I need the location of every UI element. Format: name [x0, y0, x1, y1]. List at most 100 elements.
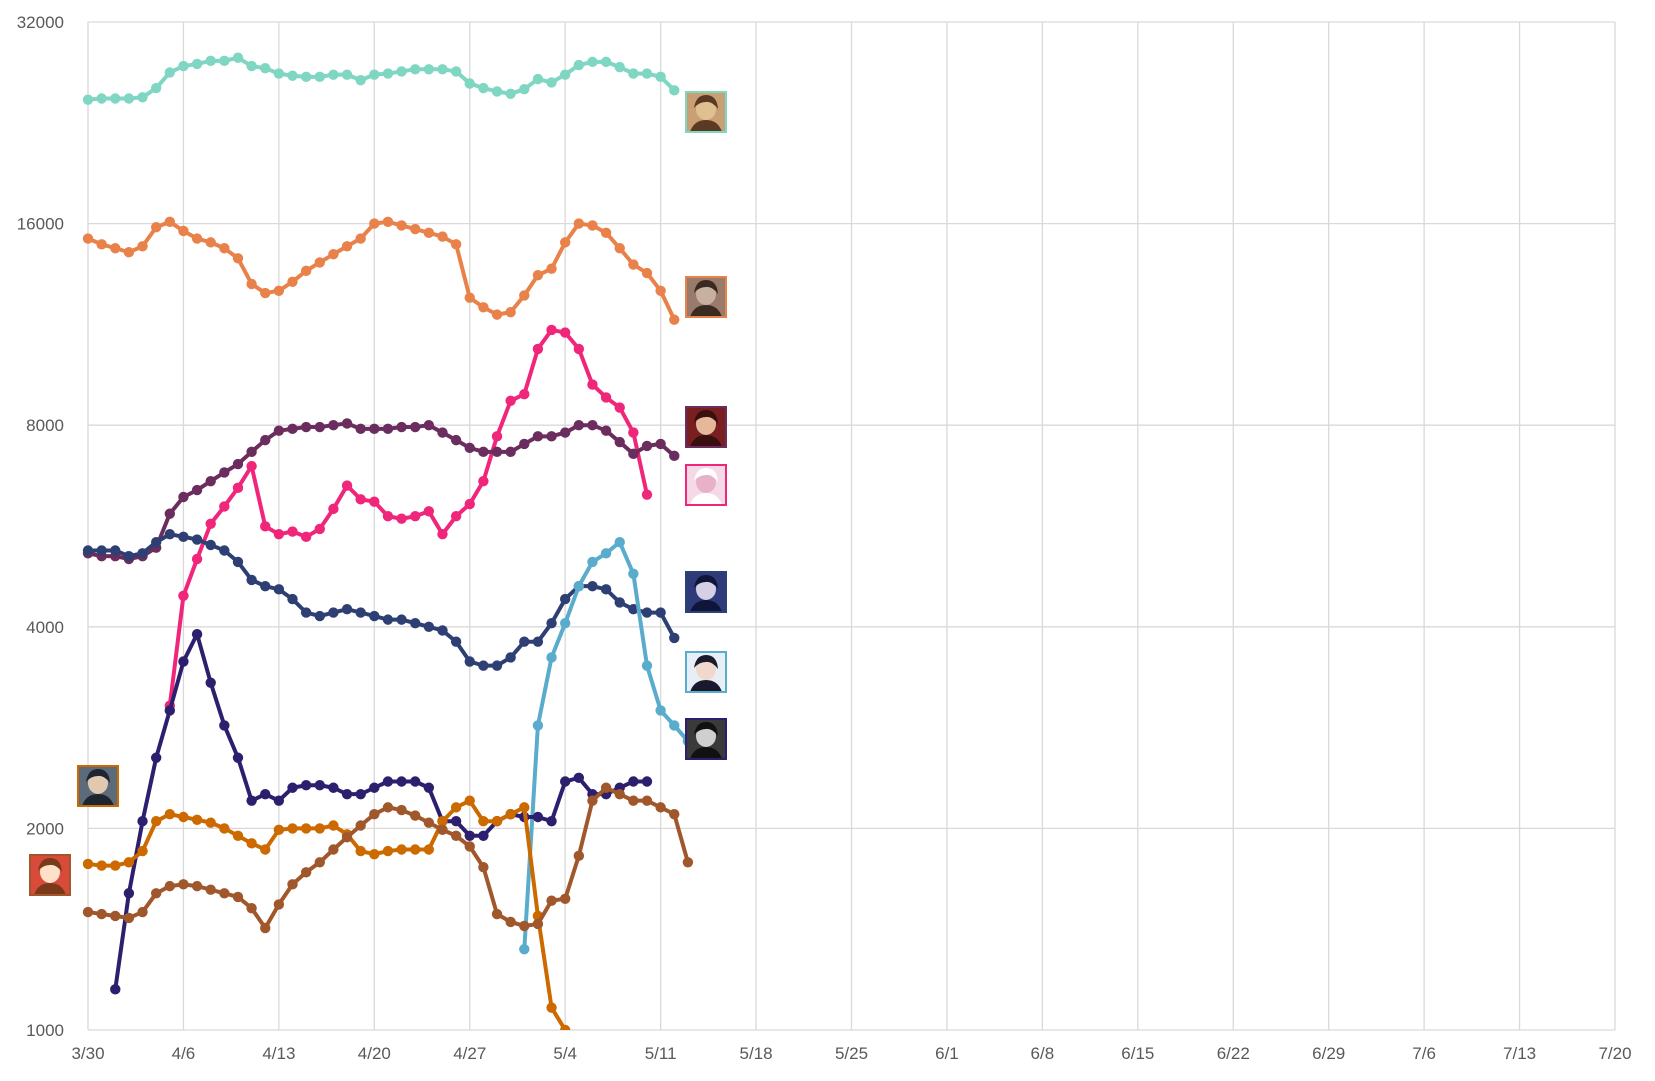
data-point [437, 427, 448, 438]
data-point [600, 584, 612, 595]
data-point [191, 484, 203, 496]
data-point [341, 480, 353, 491]
data-point [314, 523, 325, 535]
data-point [369, 610, 380, 622]
data-point [232, 458, 244, 470]
data-point [355, 845, 366, 857]
data-point [410, 844, 421, 855]
data-point [669, 720, 680, 731]
data-point [628, 603, 639, 615]
data-point [219, 545, 230, 556]
data-point [191, 58, 203, 70]
data-point [273, 528, 285, 540]
white-hair-portrait-icon [685, 464, 727, 506]
data-point [669, 632, 680, 644]
data-point [191, 534, 203, 545]
data-point [341, 832, 353, 843]
data-point [532, 720, 544, 731]
data-point [96, 908, 107, 920]
data-point [573, 59, 585, 71]
data-point [423, 782, 435, 793]
data-point [232, 752, 244, 763]
data-point [410, 810, 421, 821]
data-point [178, 879, 189, 890]
data-point [478, 302, 489, 313]
data-point [491, 660, 503, 671]
data-point [341, 788, 353, 800]
data-point [478, 660, 489, 671]
x-tick-label: 4/20 [358, 1044, 391, 1063]
data-point [355, 820, 366, 831]
blue-hair-portrait-icon [685, 571, 727, 613]
data-point [178, 531, 189, 543]
y-tick-label: 16000 [17, 215, 64, 234]
data-point [532, 343, 544, 355]
data-point [232, 830, 244, 841]
data-point [437, 824, 448, 836]
data-point [478, 816, 489, 827]
data-point [396, 421, 407, 433]
data-point [505, 809, 516, 820]
data-point [546, 431, 557, 442]
data-point [314, 421, 325, 433]
data-point [519, 388, 530, 400]
data-point [164, 705, 176, 716]
data-point [641, 660, 653, 671]
data-point [82, 94, 94, 105]
data-point [450, 434, 462, 446]
data-point [164, 508, 176, 519]
data-point [246, 460, 257, 472]
data-point [628, 68, 639, 79]
data-point [232, 556, 244, 568]
data-point [437, 64, 448, 75]
data-point [669, 450, 680, 462]
data-point [573, 850, 585, 862]
data-point [614, 243, 625, 254]
data-point [300, 867, 312, 878]
data-point [505, 306, 516, 318]
data-point [164, 809, 176, 820]
data-point [300, 823, 312, 834]
x-tick-label: 4/6 [172, 1044, 196, 1063]
chibi-girl-portrait-icon [29, 854, 71, 896]
y-tick-label: 4000 [26, 618, 64, 637]
monochrome-portrait-icon [685, 718, 727, 760]
data-point [369, 496, 380, 507]
data-point [328, 782, 339, 793]
data-point [600, 56, 612, 68]
data-point [205, 817, 216, 828]
data-point [164, 880, 176, 892]
data-point [123, 550, 135, 562]
data-point [546, 816, 557, 827]
data-point [178, 60, 189, 72]
data-point [232, 52, 244, 63]
data-point [600, 548, 612, 559]
data-point [450, 802, 462, 813]
data-point [164, 528, 176, 540]
data-point [614, 436, 625, 448]
data-point [573, 772, 585, 784]
data-point [546, 895, 557, 906]
data-point [287, 423, 298, 435]
data-point [382, 614, 394, 625]
data-point [559, 1024, 571, 1030]
data-point [341, 418, 353, 429]
data-point [641, 489, 653, 500]
data-point [559, 237, 571, 248]
data-point [355, 494, 366, 505]
x-tick-label: 7/13 [1503, 1044, 1536, 1063]
data-point [164, 216, 176, 227]
data-point [437, 528, 448, 540]
data-point [573, 420, 585, 431]
data-point [559, 327, 571, 338]
data-point [382, 68, 394, 79]
data-point [219, 888, 230, 899]
data-point [519, 438, 530, 450]
general-portrait-icon [685, 91, 727, 133]
data-point [682, 857, 694, 868]
data-point [96, 239, 107, 250]
data-point [423, 621, 435, 632]
data-point [464, 78, 475, 89]
data-point [123, 247, 135, 258]
data-point [491, 816, 503, 827]
